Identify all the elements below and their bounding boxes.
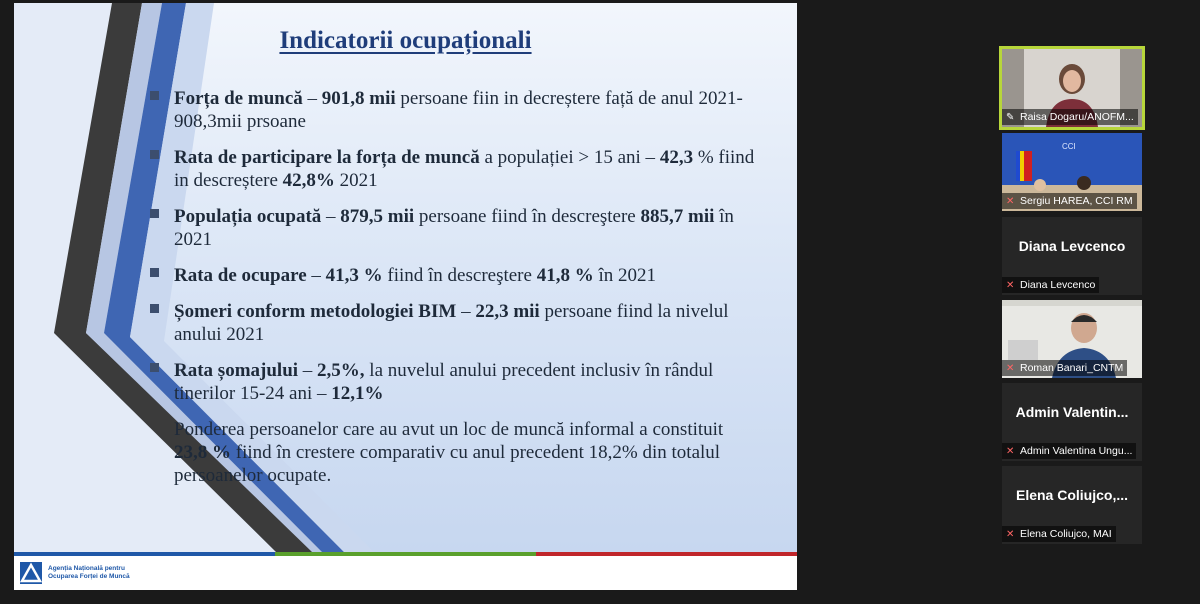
bullet-list: Forța de muncă – 901,8 mii persoane fiin… bbox=[150, 87, 760, 500]
anofm-logo-icon bbox=[19, 562, 43, 584]
slide-title: Indicatorii ocupaționali bbox=[279, 27, 532, 54]
mic-muted-icon: ✕ bbox=[1006, 280, 1015, 291]
mic-muted-icon: ✕ bbox=[1006, 196, 1015, 207]
list-item: Rata de ocupare – 41,3 % fiind în descre… bbox=[150, 264, 760, 287]
mic-muted-icon: ✕ bbox=[1006, 363, 1015, 374]
decorative-stripes bbox=[14, 3, 374, 552]
svg-text:CCI: CCI bbox=[1062, 142, 1076, 151]
shared-screen: Indicatorii ocupaționali Forța de muncă … bbox=[14, 3, 797, 590]
participant-tile[interactable]: Admin Valentin... ✕ Admin Valentina Ungu.… bbox=[1002, 383, 1142, 461]
mic-muted-icon: ✕ bbox=[1006, 529, 1015, 540]
pin-icon: ✎ bbox=[1006, 112, 1015, 123]
list-item: Rata șomajului – 2,5%, la nuvelul anului… bbox=[150, 359, 760, 405]
footer-agency-name: Agenția Națională pentru Ocuparea Forței… bbox=[48, 565, 130, 580]
participant-name: ✕ Elena Coliujco, MAI bbox=[1002, 526, 1116, 542]
bullet-square-icon bbox=[150, 363, 159, 372]
list-item: Șomeri conform metodologiei BIM – 22,3 m… bbox=[150, 300, 760, 346]
bullet-square-icon bbox=[150, 304, 159, 313]
participant-display-name: Elena Coliujco,... bbox=[1015, 487, 1129, 503]
participant-name: ✎ Raisa Dogaru/ANOFM... bbox=[1002, 109, 1138, 125]
participant-name: ✕ Admin Valentina Ungu... bbox=[1002, 443, 1137, 459]
mic-muted-icon: ✕ bbox=[1006, 446, 1015, 457]
list-item: Forța de muncă – 901,8 mii persoane fiin… bbox=[150, 87, 760, 133]
participant-tile[interactable]: CCI ✕ Sergiu HAREA, CCI RM bbox=[1002, 133, 1142, 211]
participant-name: ✕ Roman Banari_CNTM bbox=[1002, 360, 1128, 376]
slide-footer: Agenția Națională pentru Ocuparea Forței… bbox=[14, 556, 797, 590]
participant-tile[interactable]: Elena Coliujco,... ✕ Elena Coliujco, MAI bbox=[1002, 466, 1142, 544]
participant-tile[interactable]: Diana Levcenco ✕ Diana Levcenco bbox=[1002, 217, 1142, 295]
note-paragraph: Ponderea persoanelor care au avut un loc… bbox=[174, 419, 724, 486]
participant-tile[interactable]: ✎ Raisa Dogaru/ANOFM... bbox=[999, 46, 1145, 130]
list-item: Rata de participare la forța de muncă a … bbox=[150, 146, 760, 192]
participant-display-name: Admin Valentin... bbox=[1015, 404, 1129, 420]
bullet-square-icon bbox=[150, 209, 159, 218]
bullet-square-icon bbox=[150, 268, 159, 277]
footer-color-lines bbox=[14, 552, 797, 556]
presentation-slide: Indicatorii ocupaționali Forța de muncă … bbox=[14, 3, 797, 590]
list-item: Populația ocupată – 879,5 mii persoane f… bbox=[150, 205, 760, 251]
participant-display-name: Diana Levcenco bbox=[1018, 238, 1126, 254]
bullet-square-icon bbox=[150, 150, 159, 159]
participant-name: ✕ Diana Levcenco bbox=[1002, 277, 1100, 293]
bullet-square-icon bbox=[150, 91, 159, 100]
participant-tile[interactable]: ✕ Roman Banari_CNTM bbox=[1002, 300, 1142, 378]
participant-name: ✕ Sergiu HAREA, CCI RM bbox=[1002, 193, 1137, 209]
